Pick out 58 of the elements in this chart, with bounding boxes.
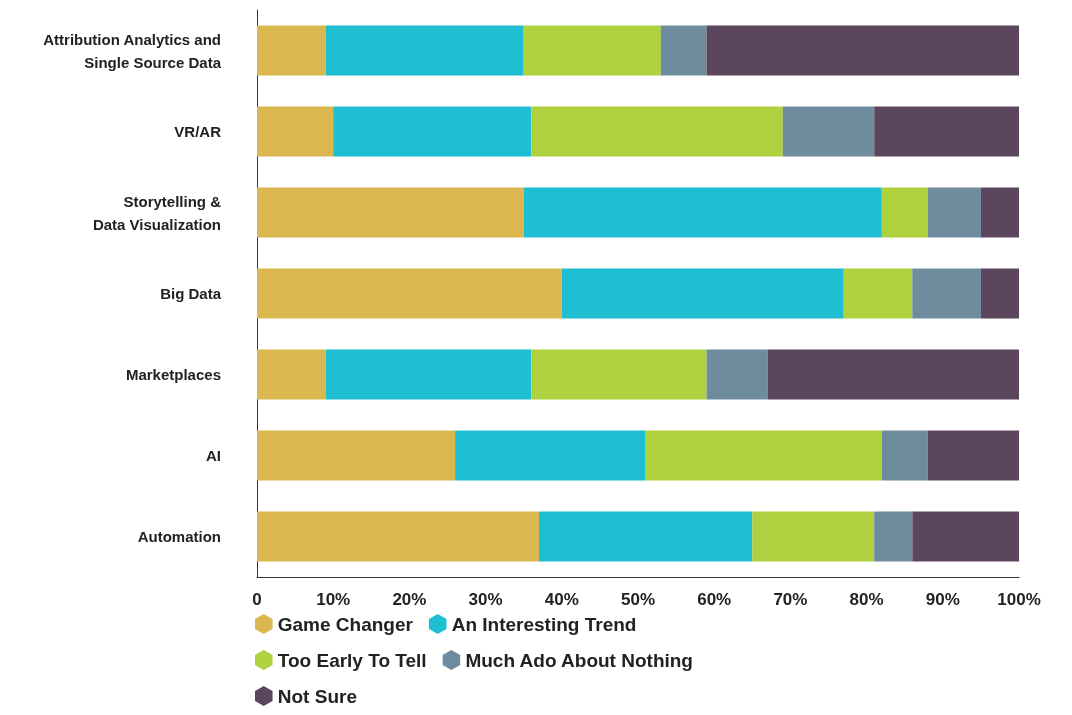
y-tick-label: Automation xyxy=(137,528,221,545)
y-tick-label: Big Data xyxy=(160,285,222,302)
x-tick-label: 60% xyxy=(697,590,732,609)
bar xyxy=(455,430,646,481)
bar xyxy=(561,268,844,319)
bar xyxy=(980,187,1019,238)
x-tick-label: 50% xyxy=(620,590,656,609)
legend-label: Much Ado About Nothing xyxy=(465,649,693,671)
bar xyxy=(645,430,882,481)
x-tick-label: 70% xyxy=(773,590,808,609)
bar xyxy=(325,25,524,76)
bar xyxy=(881,430,928,481)
bar xyxy=(980,268,1019,319)
x-tick-label: 40% xyxy=(544,590,579,609)
legend-label: An Interesting Trend xyxy=(451,613,637,635)
bar xyxy=(257,187,524,238)
x-tick-label: 100% xyxy=(997,590,1041,609)
x-tick-label: 20% xyxy=(392,590,427,609)
bar xyxy=(927,430,1019,481)
bar xyxy=(927,187,981,238)
y-tick-label: VR/AR xyxy=(174,123,222,140)
bar xyxy=(257,511,539,562)
bar xyxy=(706,25,1019,76)
bar xyxy=(523,25,661,76)
bar xyxy=(257,349,326,400)
bar xyxy=(538,511,753,562)
bar xyxy=(333,106,532,157)
bar xyxy=(523,187,882,238)
bar xyxy=(874,106,1019,157)
y-tick-label: AI xyxy=(206,447,221,464)
bar xyxy=(881,187,928,238)
bar xyxy=(912,511,1019,562)
bar xyxy=(660,25,707,76)
bar xyxy=(325,349,532,400)
bar xyxy=(752,511,875,562)
x-tick-label: 0 xyxy=(252,590,262,609)
y-tick-label: Marketplaces xyxy=(125,366,221,383)
legend-label: Too Early To Tell xyxy=(277,649,427,671)
y-tick-label: Attribution Analytics and Single Source Data xyxy=(43,30,222,71)
legend-label: Not Sure xyxy=(277,685,357,707)
x-tick-label: 10% xyxy=(316,590,351,609)
x-tick-label: 80% xyxy=(849,590,884,609)
bar xyxy=(874,511,913,562)
legend-label: Game Changer xyxy=(277,613,414,635)
bar xyxy=(531,349,707,400)
bar xyxy=(767,349,1019,400)
x-tick-label: 30% xyxy=(468,590,503,609)
bar xyxy=(531,106,783,157)
bar xyxy=(706,349,768,400)
bar xyxy=(912,268,981,319)
bar xyxy=(257,430,456,481)
bar xyxy=(782,106,875,157)
y-tick-label: Storytelling & Data Visualization xyxy=(92,192,222,233)
bar xyxy=(257,268,562,319)
bar xyxy=(257,25,326,76)
bar xyxy=(257,106,334,157)
x-tick-label: 90% xyxy=(925,590,960,609)
bar xyxy=(843,268,913,319)
